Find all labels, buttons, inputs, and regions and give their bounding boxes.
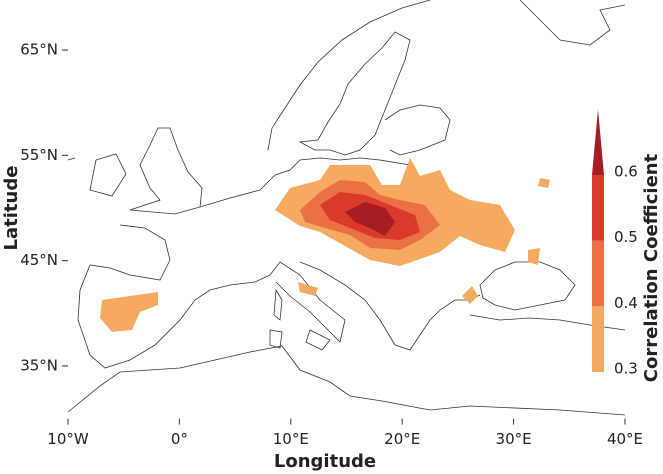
x-tick-label: 0°	[171, 430, 188, 448]
colorbar-tick-label: 0.4	[614, 294, 638, 312]
colorbar-bin	[592, 306, 604, 372]
colorbar-tick-label: 0.5	[614, 228, 638, 246]
y-axis-title: Latitude	[1, 166, 22, 251]
contours	[100, 158, 550, 332]
x-tick-label: 20°E	[384, 430, 420, 448]
x-tick-label: 40°E	[607, 430, 643, 448]
contour-region	[538, 178, 550, 188]
colorbar-tick-label: 0.3	[614, 360, 638, 378]
x-axis-title: Longitude	[274, 451, 376, 472]
colorbar: 0.3 0.4 0.5 0.6	[592, 109, 638, 378]
x-tick-label: 10°E	[273, 430, 309, 448]
x-tick-label: 10°W	[47, 430, 89, 448]
y-tick-label: 55°N	[20, 146, 58, 164]
y-tick-label: 65°N	[20, 41, 58, 59]
y-tick-label: 45°N	[20, 251, 58, 269]
contour-region	[298, 282, 318, 296]
colorbar-bin	[592, 240, 604, 307]
colorbar-bin	[592, 175, 604, 241]
coastlines	[67, 0, 626, 416]
contour-region	[345, 202, 395, 236]
y-tick-label: 35°N	[20, 356, 58, 374]
contour-region	[100, 292, 158, 332]
colorbar-title: Correlation Coefficient	[641, 153, 662, 382]
contour-region	[462, 286, 478, 304]
colorbar-tick-label: 0.6	[614, 163, 638, 181]
contour-region	[528, 248, 540, 265]
colorbar-extension	[592, 109, 604, 175]
x-tick-label: 30°E	[496, 430, 532, 448]
